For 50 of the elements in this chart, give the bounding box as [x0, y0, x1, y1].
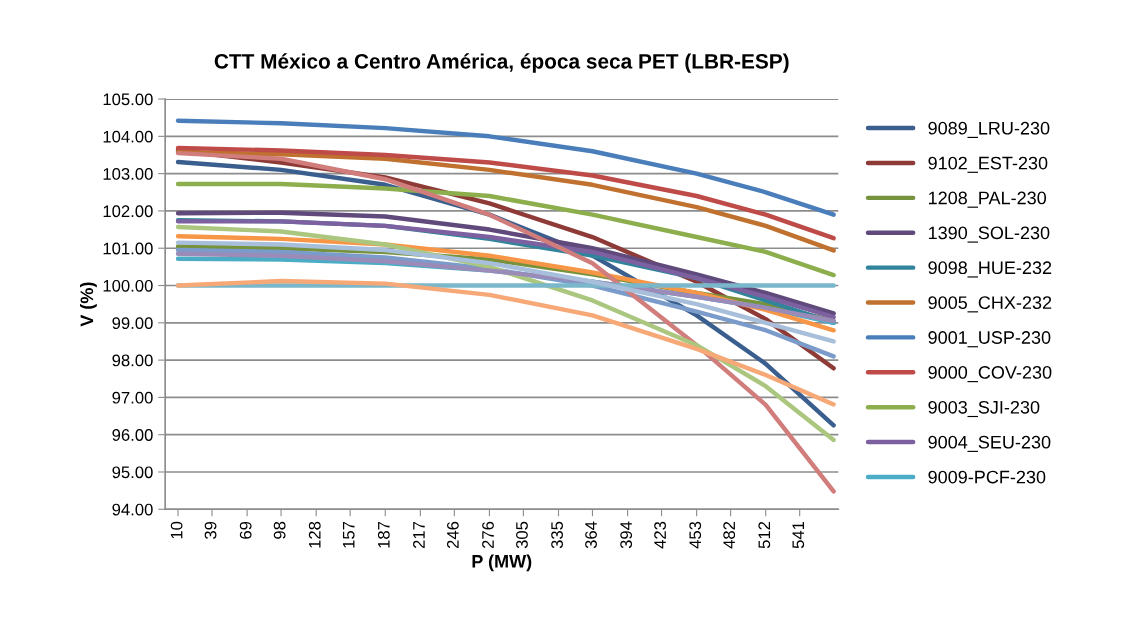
y-tick-label: 96.00	[112, 429, 153, 441]
line-series	[175, 118, 836, 217]
legend-label: 9098_HUE-232	[928, 261, 1052, 278]
legend-label: 9003_SJI-230	[928, 400, 1040, 418]
x-tick-label: 69	[239, 521, 252, 539]
y-tick-label: 103.00	[103, 168, 153, 180]
x-tick-label: 128	[308, 521, 321, 548]
x-tick-label: 157	[342, 521, 355, 548]
legend-label: 9102_EST-230	[928, 156, 1048, 173]
x-tick-label: 541	[792, 521, 805, 549]
y-tick-label: 100.00	[103, 279, 153, 292]
line-series	[175, 181, 836, 278]
line-series	[175, 278, 836, 407]
y-tick-label: 95.00	[112, 466, 153, 479]
x-tick-label: 187	[377, 521, 390, 548]
chart-title: CTT México a Centro América, época seca PET (LBR-ESP)	[214, 53, 789, 73]
y-tick-label: 98.00	[112, 354, 153, 367]
x-tick-label: 394	[620, 521, 633, 549]
legend-label: 9089_LRU-230	[928, 121, 1050, 138]
x-tick-label: 98	[273, 521, 286, 539]
y-tick-label: 101.00	[103, 242, 153, 255]
x-tick-label: 512	[758, 521, 771, 549]
x-tick-label: 217	[413, 521, 425, 549]
legend-label: 9005_CHX-232	[928, 296, 1052, 313]
x-tick-label: 335	[551, 521, 563, 549]
x-tick-label: 453	[689, 521, 702, 549]
x-tick-label: 305	[516, 521, 528, 549]
y-tick-label: 105.00	[103, 93, 153, 106]
line-series	[175, 150, 836, 494]
x-tick-label: 276	[482, 521, 494, 549]
y-tick-label: 99.00	[112, 317, 153, 330]
legend-label: 9000_COV-230	[928, 366, 1052, 383]
y-tick-label: 102.00	[103, 205, 153, 218]
y-tick-label: 97.00	[112, 391, 153, 404]
x-tick-label: 482	[723, 521, 736, 549]
y-tick-label: 94.00	[112, 503, 153, 516]
x-axis-title: P (MW)	[472, 554, 532, 572]
y-axis-title: V (%)	[79, 282, 97, 327]
legend-label: 1208_PAL-230	[928, 191, 1047, 208]
x-tick-label: 246	[446, 521, 459, 549]
legend-label: 1390_SOL-230	[928, 226, 1050, 243]
x-tick-label: 39	[204, 521, 217, 539]
x-tick-label: 10	[170, 521, 183, 539]
x-tick-label: 364	[585, 521, 597, 549]
line-series	[175, 240, 836, 344]
legend-label: 9001_USP-230	[928, 331, 1051, 348]
y-tick-label: 104.00	[103, 130, 153, 143]
legend-label: 9004_SEU-230	[928, 435, 1051, 452]
x-tick-label: 423	[654, 521, 666, 549]
legend-label: 9009-PCF-230	[928, 470, 1046, 484]
